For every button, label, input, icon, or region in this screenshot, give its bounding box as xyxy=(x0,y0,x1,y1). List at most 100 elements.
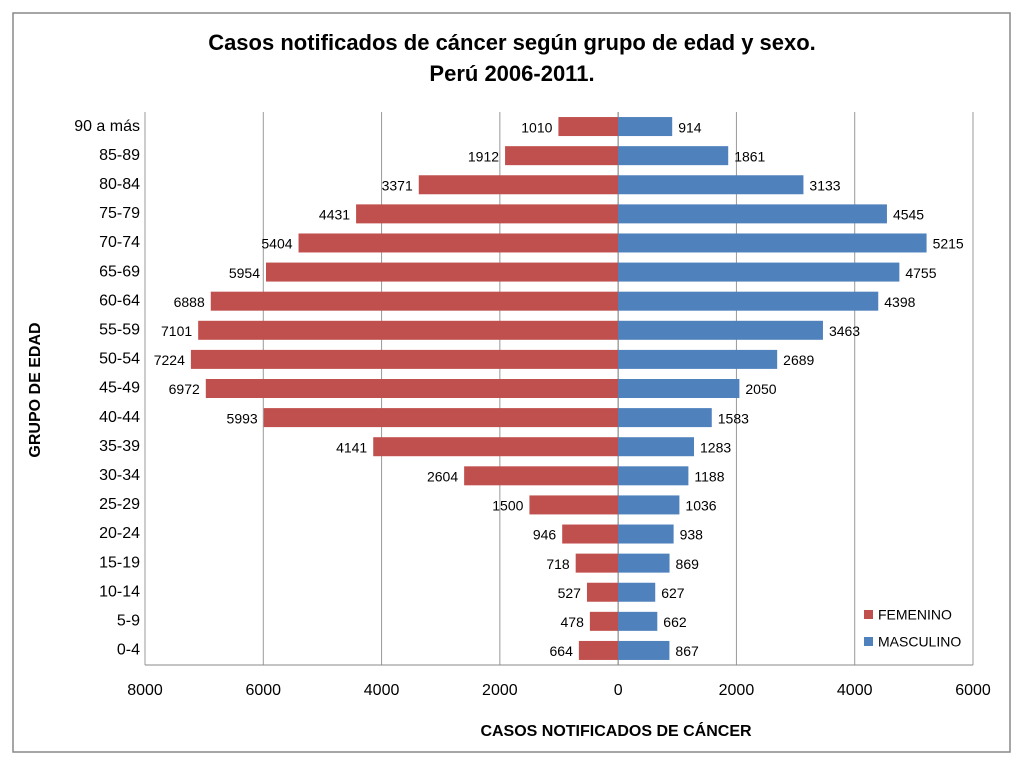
y-axis-label: GRUPO DE EDAD xyxy=(27,322,44,457)
bar xyxy=(418,175,619,195)
x-axis-label: CASOS NOTIFICADOS DE CÁNCER xyxy=(480,721,752,740)
value-label: 1283 xyxy=(700,439,731,455)
x-tick-label: 4000 xyxy=(837,682,873,699)
value-label: 938 xyxy=(680,527,704,543)
bar xyxy=(618,379,740,398)
y-tick-label: 50-54 xyxy=(99,351,140,368)
value-label: 1912 xyxy=(468,148,499,164)
value-label: 4398 xyxy=(884,294,915,310)
value-label: 2689 xyxy=(783,352,814,368)
bar xyxy=(589,611,619,631)
value-label: 7224 xyxy=(154,352,185,368)
bar xyxy=(618,146,729,166)
y-tick-label: 15-19 xyxy=(99,554,140,571)
bar xyxy=(618,640,670,660)
y-tick-label: 90 a más xyxy=(74,118,140,135)
bar xyxy=(505,146,619,166)
bar xyxy=(586,582,619,602)
x-tick-label: 4000 xyxy=(364,682,400,699)
legend-label: FEMENINO xyxy=(878,607,952,623)
bar xyxy=(464,466,619,486)
value-label: 1861 xyxy=(734,148,765,164)
bar xyxy=(575,553,619,573)
value-label: 1583 xyxy=(718,410,749,426)
value-label: 5954 xyxy=(229,265,260,281)
legend-swatch xyxy=(864,610,873,619)
value-label: 3463 xyxy=(829,323,860,339)
bar xyxy=(618,495,680,515)
value-label: 7101 xyxy=(161,323,192,339)
y-tick-label: 35-39 xyxy=(99,438,140,455)
bar xyxy=(618,466,689,486)
y-tick-label: 10-14 xyxy=(99,583,140,600)
bar xyxy=(618,291,879,311)
bar xyxy=(578,640,619,660)
value-label: 946 xyxy=(533,527,557,543)
bar xyxy=(618,117,673,137)
bar xyxy=(529,495,619,515)
value-label: 664 xyxy=(550,643,574,659)
value-label: 3133 xyxy=(809,177,840,193)
bar xyxy=(618,611,658,631)
value-label: 2604 xyxy=(427,469,458,485)
bar xyxy=(618,408,712,428)
bar xyxy=(266,262,619,282)
value-label: 869 xyxy=(676,556,700,572)
y-tick-label: 55-59 xyxy=(99,322,140,339)
y-tick-label: 70-74 xyxy=(99,234,140,251)
value-label: 4141 xyxy=(336,439,367,455)
legend-label: MASCULINO xyxy=(878,634,961,650)
value-label: 6972 xyxy=(169,381,200,397)
y-tick-label: 5-9 xyxy=(117,613,140,630)
x-tick-label: 6000 xyxy=(245,682,281,699)
value-label: 478 xyxy=(561,614,585,630)
bar xyxy=(263,408,619,428)
bar xyxy=(356,204,619,224)
value-label: 718 xyxy=(546,556,570,572)
value-label: 5215 xyxy=(933,236,964,252)
value-label: 4755 xyxy=(905,265,936,281)
chart-subtitle: Perú 2006-2011. xyxy=(429,61,594,86)
y-tick-label: 40-44 xyxy=(99,409,140,426)
bar xyxy=(618,437,695,457)
bar xyxy=(618,233,927,253)
bar xyxy=(205,379,619,398)
value-label: 914 xyxy=(678,119,702,135)
bar xyxy=(618,349,778,369)
y-tick-label: 25-29 xyxy=(99,496,140,513)
x-tick-label: 8000 xyxy=(127,682,163,699)
value-label: 662 xyxy=(663,614,687,630)
bar xyxy=(618,262,900,282)
bar xyxy=(618,320,823,340)
value-label: 1188 xyxy=(694,469,724,485)
value-label: 867 xyxy=(675,643,699,659)
value-label: 527 xyxy=(558,585,582,601)
bar xyxy=(190,349,619,369)
bar xyxy=(618,524,674,544)
y-tick-label: 80-84 xyxy=(99,176,140,193)
bar xyxy=(562,524,619,544)
legend-swatch xyxy=(864,637,873,646)
bar xyxy=(373,437,619,457)
value-label: 6888 xyxy=(174,294,205,310)
bar xyxy=(298,233,619,253)
value-label: 5404 xyxy=(261,236,292,252)
x-tick-label: 2000 xyxy=(719,682,755,699)
value-label: 1500 xyxy=(492,498,523,514)
value-label: 3371 xyxy=(382,177,413,193)
bar xyxy=(198,320,619,340)
y-tick-label: 65-69 xyxy=(99,263,140,280)
y-tick-label: 75-79 xyxy=(99,205,140,222)
bar xyxy=(618,582,656,602)
value-label: 2050 xyxy=(745,381,776,397)
value-label: 4431 xyxy=(319,207,350,223)
y-tick-label: 30-34 xyxy=(99,467,140,484)
y-tick-label: 0-4 xyxy=(117,642,140,659)
value-label: 5993 xyxy=(227,410,258,426)
x-tick-label: 2000 xyxy=(482,682,518,699)
bar xyxy=(618,553,670,573)
value-label: 1010 xyxy=(521,119,552,135)
value-label: 627 xyxy=(661,585,685,601)
bar xyxy=(558,117,619,137)
